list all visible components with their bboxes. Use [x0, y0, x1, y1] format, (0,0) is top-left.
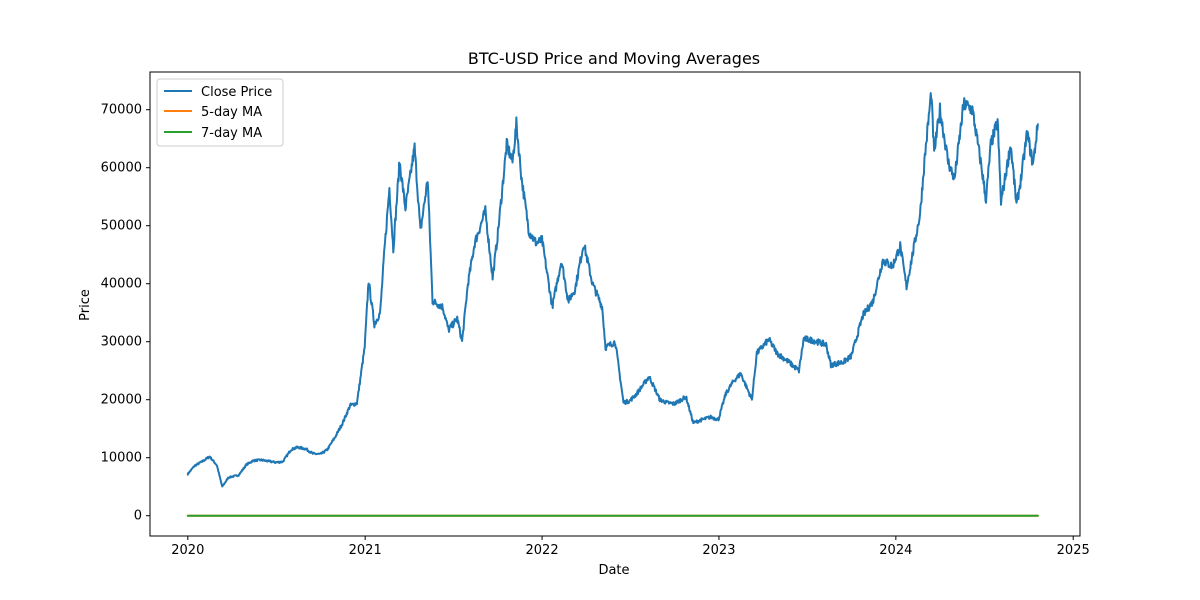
series-line-close-price — [186, 92, 1039, 488]
y-tick-label-30000: 30000 — [101, 335, 142, 350]
y-tick-label-40000: 40000 — [101, 277, 142, 292]
plot-frame — [149, 71, 1081, 537]
x-tick-label-2020: 2020 — [171, 543, 204, 558]
x-tick-label-2021: 2021 — [349, 543, 382, 558]
y-tick-label-0: 0 — [134, 509, 142, 524]
y-tick-label-10000: 10000 — [101, 451, 142, 466]
y-tick-label-70000: 70000 — [101, 103, 142, 118]
y-tick-label-50000: 50000 — [101, 219, 142, 234]
series-layer — [186, 92, 1039, 517]
legend-label-5-day-ma: 5-day MA — [201, 105, 262, 120]
x-axis-title: Date — [598, 563, 629, 578]
y-tick-label-60000: 60000 — [101, 161, 142, 176]
x-tick-label-2024: 2024 — [879, 543, 912, 558]
y-axis-title: Price — [78, 289, 93, 321]
x-tick-label-2022: 2022 — [526, 543, 559, 558]
x-tick-label-2025: 2025 — [1057, 543, 1090, 558]
legend-label-close-price: Close Price — [201, 85, 272, 100]
legend: Close Price 5-day MA 7-day MA — [156, 78, 284, 147]
chart-title: BTC-USD Price and Moving Averages — [468, 49, 760, 68]
legend-label-7-day-ma: 7-day MA — [201, 126, 262, 141]
x-tick-label-2023: 2023 — [702, 543, 735, 558]
legend-box — [156, 78, 284, 147]
y-axis-ticks: 0 10000 20000 30000 40000 50000 60000 70000 — [101, 103, 150, 524]
x-axis-ticks: 2020 2021 2022 2023 2024 2025 — [171, 536, 1090, 558]
y-tick-label-20000: 20000 — [101, 393, 142, 408]
